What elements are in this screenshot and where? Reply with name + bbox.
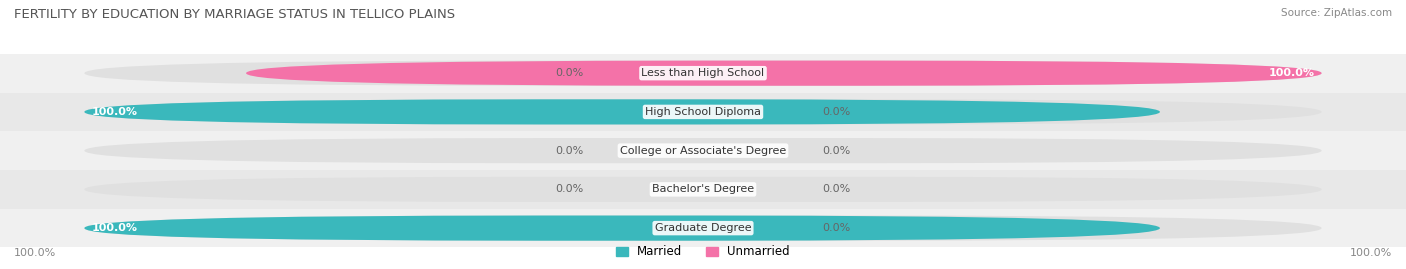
Text: Bachelor's Degree: Bachelor's Degree	[652, 184, 754, 194]
FancyBboxPatch shape	[84, 99, 1160, 125]
Text: 100.0%: 100.0%	[14, 248, 56, 258]
FancyBboxPatch shape	[84, 99, 1322, 125]
Text: 100.0%: 100.0%	[91, 223, 138, 233]
Text: 100.0%: 100.0%	[91, 107, 138, 117]
Text: College or Associate's Degree: College or Associate's Degree	[620, 146, 786, 156]
Text: Less than High School: Less than High School	[641, 68, 765, 78]
Text: 0.0%: 0.0%	[823, 184, 851, 194]
Text: 0.0%: 0.0%	[555, 68, 583, 78]
Text: 0.0%: 0.0%	[823, 146, 851, 156]
Text: 100.0%: 100.0%	[1268, 68, 1315, 78]
FancyBboxPatch shape	[84, 215, 1322, 241]
FancyBboxPatch shape	[84, 215, 1160, 241]
FancyBboxPatch shape	[246, 61, 1322, 86]
Text: 0.0%: 0.0%	[823, 223, 851, 233]
Bar	[0, 209, 1406, 247]
FancyBboxPatch shape	[84, 177, 1322, 202]
Bar	[0, 131, 1406, 170]
Text: High School Diploma: High School Diploma	[645, 107, 761, 117]
Text: FERTILITY BY EDUCATION BY MARRIAGE STATUS IN TELLICO PLAINS: FERTILITY BY EDUCATION BY MARRIAGE STATU…	[14, 8, 456, 21]
Text: Graduate Degree: Graduate Degree	[655, 223, 751, 233]
Text: 0.0%: 0.0%	[555, 184, 583, 194]
Text: 0.0%: 0.0%	[555, 146, 583, 156]
Legend: Married, Unmarried: Married, Unmarried	[612, 241, 794, 263]
Bar	[0, 93, 1406, 131]
Text: 0.0%: 0.0%	[823, 107, 851, 117]
FancyBboxPatch shape	[84, 61, 1322, 86]
FancyBboxPatch shape	[84, 138, 1322, 163]
Bar	[0, 170, 1406, 209]
Bar	[0, 54, 1406, 93]
Text: Source: ZipAtlas.com: Source: ZipAtlas.com	[1281, 8, 1392, 18]
Text: 100.0%: 100.0%	[1350, 248, 1392, 258]
